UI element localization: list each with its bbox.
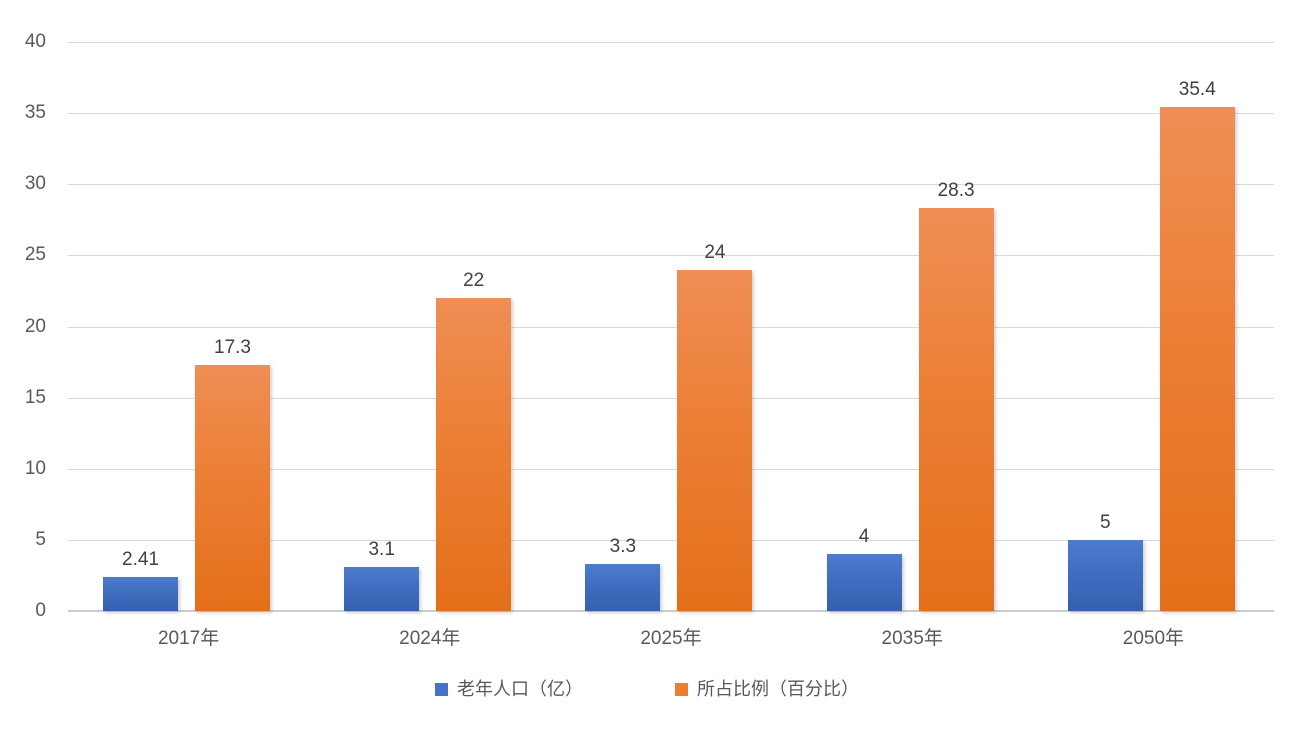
bar-value-label: 24 <box>704 241 726 263</box>
bar <box>826 554 902 611</box>
bar-value-label: 22 <box>463 270 485 292</box>
x-category-label: 2024年 <box>399 628 461 649</box>
gridline <box>68 326 1274 328</box>
legend-swatch-icon <box>435 682 448 696</box>
bar <box>585 564 661 611</box>
gridline <box>68 184 1274 186</box>
gridline <box>68 539 1274 541</box>
gridline <box>68 42 1274 43</box>
legend-label: 老年人口（亿） <box>457 679 583 699</box>
bar-value-label: 4 <box>858 526 870 548</box>
y-tick-label: 5 <box>35 528 46 550</box>
y-tick-label: 25 <box>24 244 46 266</box>
bar <box>918 208 994 611</box>
bar-value-label: 17.3 <box>214 336 251 358</box>
bar-value-label: 3.1 <box>368 538 395 560</box>
x-category-label: 2050年 <box>1122 628 1185 649</box>
gridline <box>68 113 1274 115</box>
legend-item: 所占比例（百分比） <box>675 679 859 699</box>
plot-area: 2.41 3.1 3.3 4 5 17.3 22 24 28.3 35.4 <box>68 42 1274 612</box>
bar <box>103 576 178 611</box>
bar <box>1067 539 1143 611</box>
x-category-label: 2025年 <box>640 628 702 649</box>
bar-value-label: 2.41 <box>122 548 159 570</box>
y-tick-label: 20 <box>24 315 46 337</box>
legend-item: 老年人口（亿） <box>435 679 583 699</box>
gridline <box>68 397 1274 399</box>
y-tick-label: 15 <box>24 386 46 408</box>
x-category-label: 2017年 <box>157 628 220 649</box>
bar-value-label: 28.3 <box>937 180 975 202</box>
bar <box>1159 107 1235 611</box>
bar-value-label: 3.3 <box>609 536 637 558</box>
gridline <box>68 468 1274 470</box>
chart-legend: 老年人口（亿） 所占比例（百分比） <box>0 679 1294 699</box>
bar <box>677 269 753 611</box>
x-axis-baseline <box>68 610 1274 612</box>
y-tick-label: 40 <box>24 31 46 52</box>
bar <box>195 364 270 611</box>
y-tick-label: 0 <box>35 600 46 621</box>
y-tick-label: 10 <box>24 457 46 479</box>
bar-value-label: 35.4 <box>1178 79 1216 101</box>
legend-label: 所占比例（百分比） <box>697 679 859 699</box>
bar-value-label: 5 <box>1100 511 1111 533</box>
bar <box>436 298 512 611</box>
x-category-label: 2035年 <box>881 628 943 649</box>
legend-swatch-icon <box>675 682 688 696</box>
bar <box>344 566 420 611</box>
y-tick-label: 30 <box>24 173 46 195</box>
gridline <box>68 255 1274 257</box>
y-tick-label: 35 <box>24 102 46 124</box>
